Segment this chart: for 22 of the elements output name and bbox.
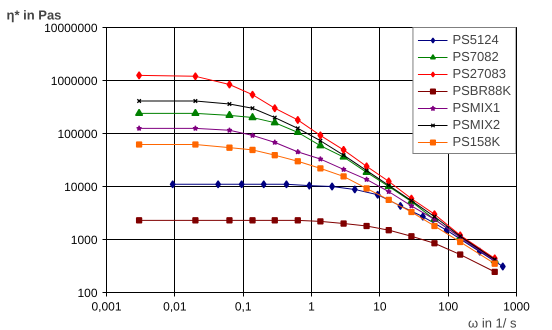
legend-label: PSBR88K — [452, 83, 511, 98]
y-tick-label: 100000 — [57, 127, 98, 141]
legend-label: PS5124 — [452, 32, 499, 47]
x-tick-label: 10 — [373, 300, 387, 314]
y-tick-label: 1000 — [70, 233, 98, 247]
x-tick-label: 100 — [438, 300, 459, 314]
legend-label: PS7082 — [452, 49, 499, 64]
y-tick-label: 10000000 — [44, 21, 98, 35]
legend-label: PS158K — [452, 134, 500, 149]
y-tick-label: 100 — [77, 286, 98, 300]
y-tick-label: 1000000 — [50, 74, 98, 88]
x-tick-label: 1000 — [503, 300, 530, 314]
legend-label: PSMIX2 — [452, 117, 500, 132]
x-axis-title: ω in 1/ s — [468, 316, 517, 330]
legend-label: PSMIX1 — [452, 100, 500, 115]
x-tick-label: 1 — [308, 300, 316, 314]
x-tick-label: 0,1 — [234, 300, 252, 314]
y-tick-label: 10000 — [64, 180, 98, 194]
y-axis-title: η* in Pas — [6, 8, 62, 22]
legend-label: PS27083 — [452, 66, 506, 81]
x-tick-label: 0,001 — [91, 300, 122, 314]
x-tick-label: 0,01 — [163, 300, 187, 314]
